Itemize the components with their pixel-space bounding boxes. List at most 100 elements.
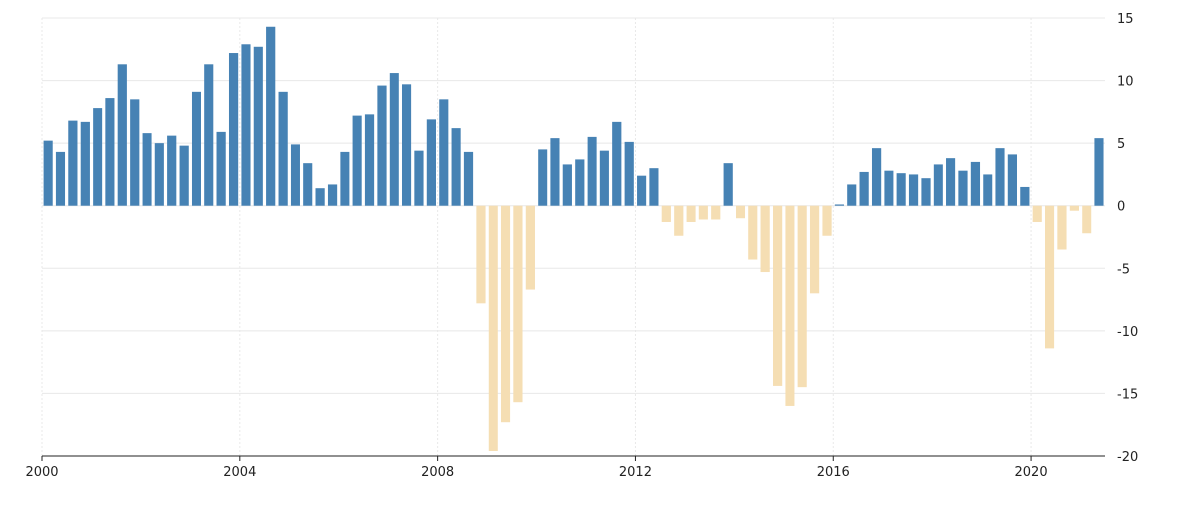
bar: [587, 136, 597, 206]
x-axis: [41, 455, 1105, 461]
bar: [117, 64, 127, 206]
bar: [179, 145, 189, 206]
bar: [327, 184, 338, 206]
bar: [1044, 205, 1055, 349]
bar: [241, 44, 251, 206]
x-tick-label: 2016: [817, 465, 850, 480]
bar: [575, 159, 585, 206]
bar: [130, 99, 140, 206]
bar: [290, 144, 300, 206]
bar: [797, 205, 807, 388]
bar: [773, 205, 783, 386]
x-axis-labels: 2000 2004 2008 2012 2016 2020: [25, 465, 1047, 480]
bar: [1032, 205, 1042, 222]
bar: [711, 205, 721, 220]
bar: [946, 158, 956, 206]
bar: [105, 98, 115, 206]
bar: [698, 205, 708, 220]
bar: [1057, 205, 1067, 250]
y-tick-label: 15: [1117, 12, 1134, 27]
bar: [488, 205, 498, 451]
bar: [377, 85, 387, 206]
bar: [785, 205, 795, 406]
y-tick-label: -20: [1117, 450, 1138, 465]
bar: [612, 121, 622, 206]
bar: [933, 164, 943, 206]
x-tick-label: 2008: [421, 465, 454, 480]
bar: [525, 205, 535, 290]
bar: [476, 205, 486, 304]
bar: [216, 131, 226, 206]
bar: [847, 184, 857, 206]
bar: [649, 168, 659, 206]
y-tick-label: -15: [1117, 387, 1138, 402]
bar: [1082, 205, 1092, 234]
bar: [871, 148, 882, 206]
bar: [686, 205, 696, 222]
bar: [1020, 186, 1030, 206]
bar: [68, 120, 78, 206]
bar: [896, 173, 906, 206]
y-tick-label: 10: [1117, 75, 1134, 90]
bar: [970, 161, 981, 206]
bar: [340, 151, 350, 206]
bar: [834, 204, 844, 206]
bar: [809, 205, 820, 294]
bar: [266, 26, 276, 206]
x-tick-label: 2012: [619, 465, 652, 480]
x-tick-label: 2004: [223, 465, 256, 480]
bar: [1069, 205, 1080, 211]
bars: [43, 26, 1104, 451]
bar: [513, 205, 523, 403]
bar: [364, 114, 375, 206]
bar: [661, 205, 671, 222]
bar: [389, 73, 399, 206]
bar: [884, 170, 894, 206]
bar: [463, 151, 474, 206]
bar: [43, 140, 53, 206]
bar: [253, 46, 263, 206]
grid-lines: [41, 17, 1105, 457]
bar: [958, 170, 968, 206]
bar: [748, 205, 758, 260]
bar: [55, 151, 66, 206]
y-axis-labels: 15 10 5 0 -5 -10 -15 -20: [1117, 12, 1138, 465]
bar: [204, 64, 214, 206]
bar: [674, 205, 684, 236]
bar: [426, 119, 437, 206]
bar: [80, 121, 90, 206]
y-tick-label: -10: [1117, 325, 1138, 340]
bar: [167, 135, 177, 206]
bar: [760, 205, 770, 273]
bar: [723, 163, 733, 206]
bar: [859, 171, 869, 206]
bar: [562, 164, 572, 206]
y-tick-label: -5: [1117, 262, 1130, 277]
y-tick-label: 0: [1117, 200, 1125, 215]
bar: [500, 205, 511, 423]
bar: [303, 163, 313, 206]
bar: [550, 138, 560, 206]
bar: [142, 133, 152, 206]
bar: [278, 91, 288, 206]
bar: [736, 205, 746, 219]
bar: [414, 150, 424, 206]
y-tick-label: 5: [1117, 137, 1125, 152]
bar: [822, 205, 832, 236]
bar: [908, 174, 919, 206]
bar: [352, 115, 362, 206]
bar: [401, 84, 412, 206]
bar: [315, 188, 325, 206]
bar: [624, 141, 634, 206]
bar: [637, 175, 647, 206]
bar: [538, 149, 548, 206]
bar: [599, 150, 609, 206]
x-tick-label: 2020: [1015, 465, 1048, 480]
bar: [1094, 138, 1104, 206]
bar: [93, 108, 103, 206]
bar: [439, 99, 449, 206]
bar: [451, 128, 461, 206]
bar: [995, 148, 1005, 206]
bar: [921, 178, 931, 206]
